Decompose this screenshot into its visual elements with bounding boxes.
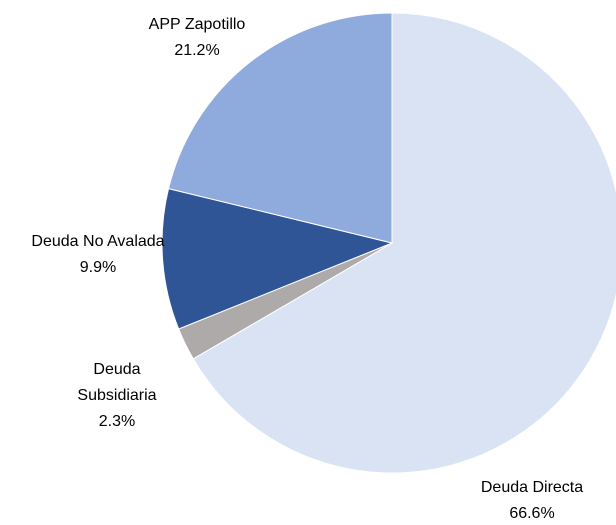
category-label: Deuda Subsidiaria: [77, 361, 157, 404]
pie-slice: [167, 12, 393, 244]
pie-slice: [161, 188, 394, 330]
pie-slice: [192, 12, 616, 474]
value-label: 21.2%: [174, 42, 220, 59]
slice-label: Deuda Directa 66.6%: [481, 475, 583, 525]
category-label: Deuda No Avalada: [31, 233, 165, 250]
value-label: 66.6%: [509, 505, 555, 522]
slice-label: APP Zapotillo 21.2%: [149, 12, 246, 64]
slice-label: Deuda No Avalada 9.9%: [31, 229, 164, 281]
slice-label: Deuda Subsidiaria 2.3%: [62, 357, 172, 435]
category-label: Deuda Directa: [480, 479, 584, 496]
value-label: 2.3%: [98, 413, 136, 430]
value-label: 9.9%: [79, 259, 117, 276]
category-label: APP Zapotillo: [148, 16, 246, 33]
